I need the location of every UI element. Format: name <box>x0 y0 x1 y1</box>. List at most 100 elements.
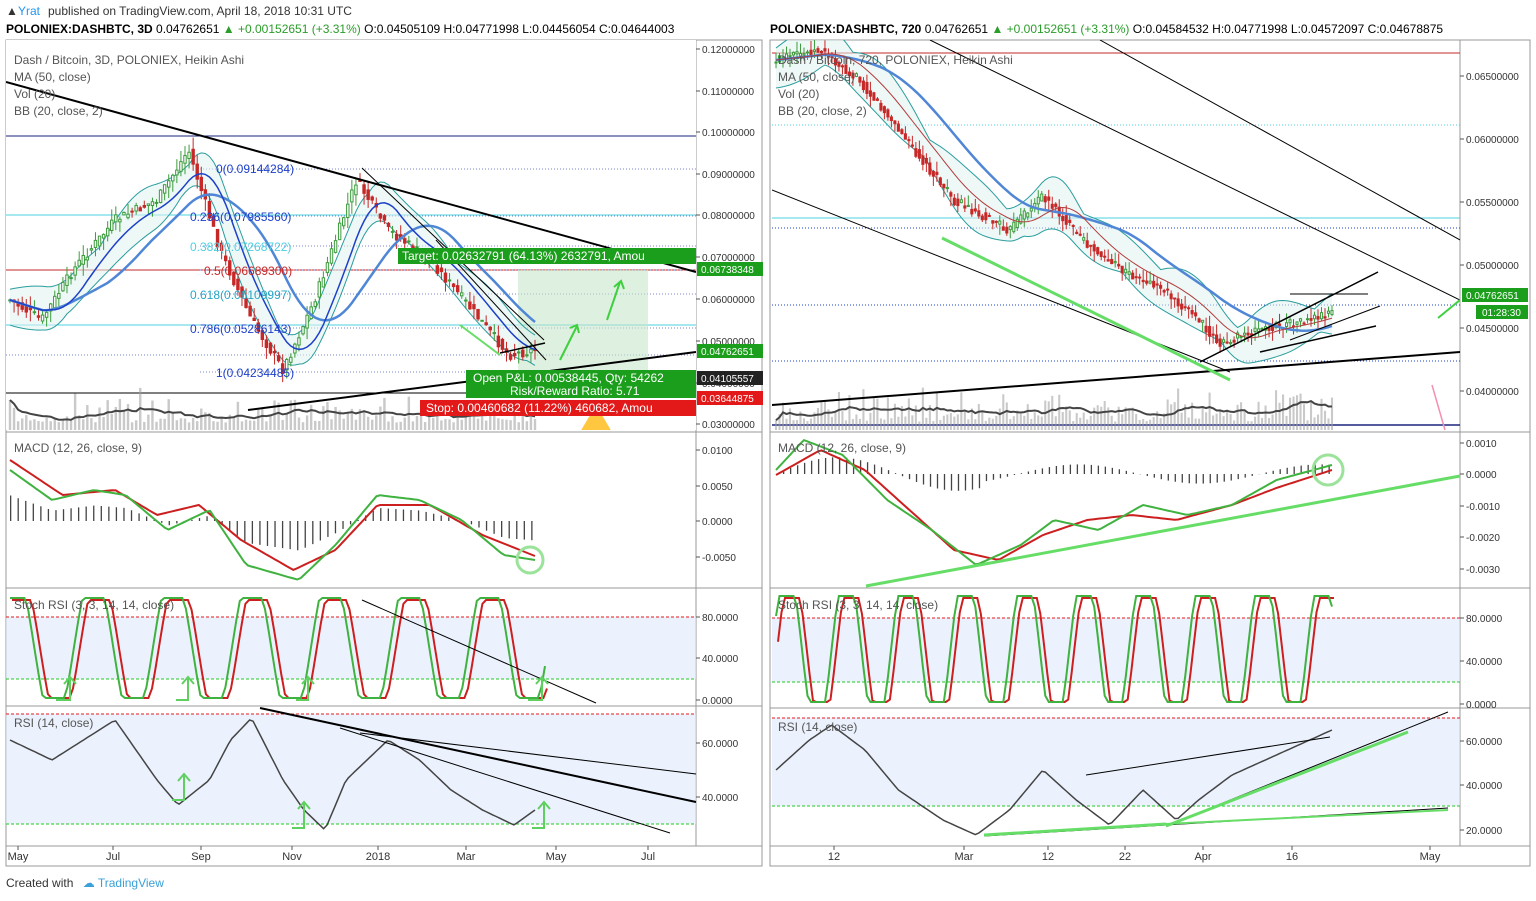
candle-body <box>496 335 501 348</box>
target-text: Target: 0.02632791 (64.13%) 2632791, Amo… <box>402 249 645 263</box>
volume-bar <box>984 420 987 430</box>
candle-body <box>1110 258 1114 265</box>
volume-bar <box>935 392 938 430</box>
volume-bar <box>12 407 16 430</box>
candle-body <box>938 177 942 186</box>
right-stoch-label[interactable]: Stoch RSI (3, 3, 14, 14, close) <box>778 598 939 612</box>
x-tick-label: 12 <box>828 851 840 863</box>
candle-body <box>179 161 183 172</box>
candle-body <box>232 271 236 286</box>
macd-hist-bar <box>957 474 960 491</box>
author-name[interactable]: Yrat <box>18 4 41 18</box>
macd-hist-bar <box>417 510 420 521</box>
left-legend: Dash / Bitcoin, 3D, POLONIEX, Heikin Ash… <box>14 52 244 120</box>
left-symbol: POLONIEX:DASHBTC, 3D <box>6 22 153 36</box>
candle-body <box>1302 322 1306 325</box>
candle-body <box>1316 316 1320 320</box>
volume-bar <box>159 418 162 430</box>
candle-body <box>819 50 824 54</box>
volume-bar <box>326 402 329 430</box>
candle-body <box>1138 276 1142 279</box>
rr-text: Risk/Reward Ratio: 5.71 <box>510 384 640 398</box>
volume-bar <box>1205 412 1208 430</box>
right-legend-ma[interactable]: MA (50, close) <box>778 70 855 84</box>
left-stoch-label[interactable]: Stoch RSI (3, 3, 14, 14, close) <box>14 598 175 612</box>
macd-hist-bar <box>1188 474 1190 484</box>
candle-body <box>1019 214 1023 224</box>
volume-bar <box>41 421 44 430</box>
candle-body <box>1113 261 1117 264</box>
candle-body <box>407 240 411 243</box>
macd-hist-bar <box>410 509 412 521</box>
candle-body <box>529 348 533 354</box>
left-rsi-label[interactable]: RSI (14, close) <box>14 716 94 730</box>
candle-body <box>1131 272 1135 280</box>
volume-bar <box>1040 416 1043 430</box>
candle-body <box>1001 226 1005 231</box>
y-tick-label: 20.0000 <box>1466 826 1503 837</box>
volume-bar <box>444 419 447 430</box>
tradingview-cloud-icon: ☁ <box>82 876 95 890</box>
right-legend-bb[interactable]: BB (20, close, 2) <box>778 104 867 118</box>
macd-hist-bar <box>1104 466 1107 474</box>
target-box[interactable] <box>398 248 696 264</box>
candle-body <box>1043 196 1047 203</box>
candle-body <box>512 352 517 357</box>
volume-bar <box>806 421 809 430</box>
y-tick-label: 40.0000 <box>1466 657 1503 668</box>
right-rsi-label[interactable]: RSI (14, close) <box>778 720 858 734</box>
candle-body <box>191 148 195 165</box>
candle-body <box>861 80 865 91</box>
volume-bar <box>293 399 297 430</box>
candle-body <box>1047 196 1051 201</box>
candle-body <box>195 163 199 180</box>
candle-body <box>118 218 122 223</box>
volume-bar <box>1009 419 1012 430</box>
right-macd-label[interactable]: MACD (12, 26, close, 9) <box>778 441 907 455</box>
macd-hist-bar <box>244 521 246 542</box>
candle-body <box>1187 307 1191 310</box>
candle-body <box>317 281 322 298</box>
volume-bar <box>911 415 914 430</box>
stop-box[interactable] <box>420 400 696 416</box>
left-legend-vol[interactable]: Vol (20) <box>14 87 56 101</box>
volume-bar <box>1135 413 1138 430</box>
volume-bar <box>1282 394 1285 430</box>
volume-bar <box>517 422 520 430</box>
macd-hist-bar <box>138 513 140 521</box>
right-time-axis: 12 Mar 12 22 Apr 16 May <box>828 846 1441 863</box>
candle-body <box>1225 341 1229 344</box>
right-legend-vol[interactable]: Vol (20) <box>778 87 820 101</box>
volume-bar <box>110 414 113 430</box>
macd-hist-bar <box>297 521 299 551</box>
position-box[interactable] <box>466 370 696 398</box>
volume-bar <box>890 418 893 430</box>
right-macd-plot <box>775 438 1461 588</box>
volume-bar <box>370 419 374 430</box>
candle-body <box>1312 314 1317 320</box>
macd-hist-bar <box>440 515 442 521</box>
macd-hist-bar <box>1083 464 1086 474</box>
footer-brand[interactable]: TradingView <box>97 876 164 890</box>
candle-body <box>1319 312 1324 320</box>
candle-body <box>865 82 869 94</box>
candle-body <box>872 92 876 101</box>
left-legend-bb[interactable]: BB (20, close, 2) <box>14 104 103 118</box>
left-macd-label[interactable]: MACD (12, 26, close, 9) <box>14 441 143 455</box>
candle-body <box>1075 231 1079 235</box>
volume-bar <box>1191 402 1194 430</box>
volume-bar <box>1201 407 1204 430</box>
volume-bar <box>883 419 886 430</box>
volume-bar <box>448 419 451 430</box>
macd-hist-bar <box>936 474 939 489</box>
volume-bar <box>387 421 390 430</box>
volume-bar <box>98 407 101 430</box>
y-tick-label: 0.0050 <box>702 482 733 493</box>
footer-created: Created with <box>6 876 74 890</box>
candle-body <box>183 155 187 164</box>
volume-bar <box>1236 404 1239 430</box>
volume-bar <box>1187 417 1190 430</box>
left-legend-ma[interactable]: MA (50, close) <box>14 70 91 84</box>
volume-bar <box>988 417 991 430</box>
